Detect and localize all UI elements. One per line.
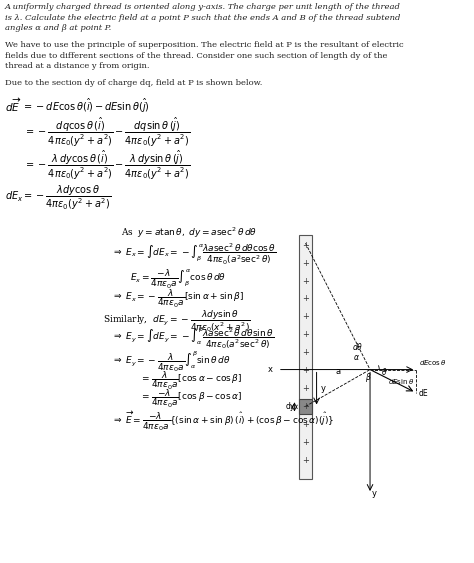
Text: +: + <box>302 294 309 303</box>
Text: $dE\cos\theta$: $dE\cos\theta$ <box>419 358 447 367</box>
Text: We have to use the principle of superposition. The electric field at P is the re: We have to use the principle of superpos… <box>5 41 404 70</box>
Text: $= -\dfrac{dq\cos\theta\,(\hat{i})}{4\pi\varepsilon_0(y^2+a^2)} - \dfrac{dq\sin\: $= -\dfrac{dq\cos\theta\,(\hat{i})}{4\pi… <box>24 116 190 149</box>
Text: $\Rightarrow\; E_x = -\dfrac{\lambda}{4\pi\varepsilon_0 a}[\sin\alpha + \sin\bet: $\Rightarrow\; E_x = -\dfrac{\lambda}{4\… <box>112 288 244 310</box>
Text: +: + <box>302 366 309 375</box>
Text: $= \dfrac{-\lambda}{4\pi\varepsilon_0 a}[\cos\beta - \cos\alpha]$: $= \dfrac{-\lambda}{4\pi\varepsilon_0 a}… <box>140 387 242 410</box>
Text: $= -\dfrac{\lambda\,dy\cos\theta\,(\hat{i})}{4\pi\varepsilon_0(y^2+a^2)} - \dfra: $= -\dfrac{\lambda\,dy\cos\theta\,(\hat{… <box>24 149 190 182</box>
Text: $dE_x = -\dfrac{\lambda dy\cos\theta}{4\pi\varepsilon_0(y^2+a^2)}$: $dE_x = -\dfrac{\lambda dy\cos\theta}{4\… <box>5 184 111 212</box>
Text: $= -dE\cos\theta(\hat{i}) - dE\sin\theta(\hat{j})$: $= -dE\cos\theta(\hat{i}) - dE\sin\theta… <box>22 97 149 115</box>
Text: $\Rightarrow\; E_x = \int dE_x = -\int_{\beta}^{\alpha} \dfrac{\lambda a\sec^2\t: $\Rightarrow\; E_x = \int dE_x = -\int_{… <box>112 242 276 267</box>
Text: y: y <box>372 489 377 498</box>
Text: $\theta$: $\theta$ <box>381 365 388 377</box>
Text: $d\theta$: $d\theta$ <box>352 341 363 352</box>
Bar <box>299 399 312 414</box>
Text: y: y <box>320 384 325 393</box>
Text: $\Rightarrow\; E_y = -\dfrac{\lambda}{4\pi\varepsilon_0 a}\int_{\alpha}^{\beta}\: $\Rightarrow\; E_y = -\dfrac{\lambda}{4\… <box>112 350 230 374</box>
Text: A uniformly charged thread is oriented along y-axis. The charge per unit length : A uniformly charged thread is oriented a… <box>5 3 401 32</box>
Text: +: + <box>302 402 309 411</box>
Text: As  $y = a\tan\theta,\; dy = a\sec^2\theta\, d\theta$: As $y = a\tan\theta,\; dy = a\sec^2\thet… <box>121 225 257 240</box>
Text: $\Rightarrow\; \overrightarrow{E} = \dfrac{-\lambda}{4\pi\varepsilon_0 a}\{(\sin: $\Rightarrow\; \overrightarrow{E} = \dfr… <box>112 409 334 433</box>
Text: $\Rightarrow\; E_y = \int dE_y = -\int_{\alpha}^{\beta} \dfrac{\lambda a\sec^2\t: $\Rightarrow\; E_y = \int dE_y = -\int_{… <box>112 325 274 351</box>
Text: Similarly,  $dE_y = -\dfrac{\lambda dy\sin\theta}{4\pi\varepsilon_0(x^2+a^2)}$: Similarly, $dE_y = -\dfrac{\lambda dy\si… <box>103 308 250 334</box>
Text: +: + <box>302 312 309 321</box>
Text: +: + <box>302 420 309 429</box>
Text: $E_x = \dfrac{-\lambda}{4\pi\varepsilon_0 a}\int_{\beta}^{\alpha}\cos\theta\,d\t: $E_x = \dfrac{-\lambda}{4\pi\varepsilon_… <box>130 268 227 291</box>
Text: a: a <box>335 367 340 376</box>
Text: $dE\sin\theta$: $dE\sin\theta$ <box>388 377 415 386</box>
Text: $= \dfrac{\lambda}{4\pi\varepsilon_0 a}[\cos\alpha - \cos\beta]$: $= \dfrac{\lambda}{4\pi\varepsilon_0 a}[… <box>140 369 242 392</box>
Text: +: + <box>302 384 309 393</box>
Text: dy: dy <box>285 402 295 411</box>
Text: +: + <box>302 330 309 339</box>
Text: x: x <box>268 365 273 374</box>
Text: +: + <box>302 437 309 446</box>
Text: dE: dE <box>419 388 428 397</box>
Text: Due to the section dy of charge dq, field at P is shown below.: Due to the section dy of charge dq, fiel… <box>5 79 263 87</box>
Text: +: + <box>302 240 309 249</box>
Text: +: + <box>302 348 309 357</box>
Text: $\beta$: $\beta$ <box>365 370 372 383</box>
Text: $d\overrightarrow{E}$: $d\overrightarrow{E}$ <box>5 97 22 114</box>
Text: $\alpha$: $\alpha$ <box>354 352 360 361</box>
Bar <box>299 235 312 479</box>
Text: +: + <box>302 258 309 267</box>
Text: +: + <box>302 276 309 285</box>
Text: +: + <box>302 455 309 464</box>
